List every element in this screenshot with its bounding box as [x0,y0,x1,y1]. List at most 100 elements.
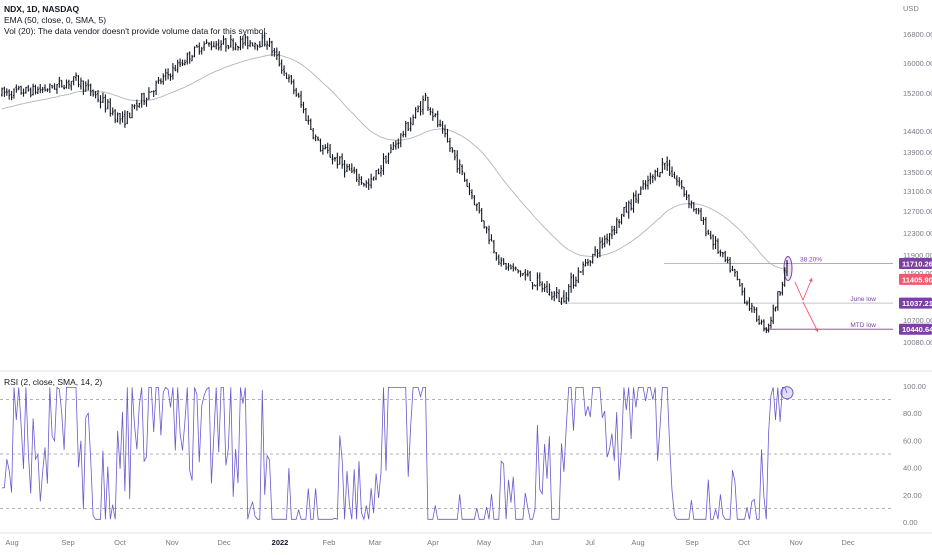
ohlc-bar [389,144,392,154]
time-tick: Sep [685,538,698,547]
ohlc-bar [702,216,705,225]
time-tick: Nov [165,538,179,547]
ohlc-bar [500,257,503,267]
ohlc-bar [760,319,763,325]
vol-legend[interactable]: Vol (20): The data vendor doesn't provid… [4,26,268,37]
ohlc-bar [707,229,710,235]
rsi-tick: 0.00 [903,518,918,527]
ohlc-bar [558,289,561,303]
rsi-tick: 20.00 [903,491,922,500]
ohlc-bar [726,256,729,264]
rsi-highlight-circle [780,386,794,400]
ohlc-bar [22,88,25,97]
ema-legend[interactable]: EMA (50, close, 0, SMA, 5) [4,15,106,26]
price-tick: 12700.00 [903,207,932,216]
price-tick: 13100.00 [903,187,932,196]
price-tag: 10440.64 [899,323,932,335]
symbol-legend[interactable]: NDX, 1D, NASDAQ [4,4,79,15]
ohlc-bar [596,249,599,259]
ohlc-bar [475,203,478,211]
ohlc-bar [755,307,758,322]
ohlc-bar [574,276,577,287]
ohlc-bar [15,84,18,93]
ohlc-bar [741,283,744,296]
time-tick: Nov [789,538,803,547]
ohlc-bar [680,179,683,190]
ohlc-bar [625,201,628,213]
ohlc-bar [387,152,390,165]
ohlc-bar [183,59,186,66]
ohlc-bar [632,192,635,213]
price-tag-label: 11710.26 [902,260,932,269]
ohlc-bar [46,88,49,92]
ohlc-bar [753,306,756,314]
time-tick: Aug [631,538,644,547]
ohlc-bar [468,182,471,196]
ohlc-bar [186,52,189,65]
ohlc-bar [283,65,286,76]
ema-50-line [1,54,788,270]
ohlc-bar [239,35,242,51]
ohlc-bar [526,270,529,277]
ohlc-bar [488,225,491,245]
rsi-line: RSI (2, close, SMA, 14, 2) [4,377,103,387]
ohlc-bar [748,297,751,311]
ohlc-bar [345,163,348,173]
ohlc-bar [683,186,686,197]
ohlc-bar [736,270,739,281]
ohlc-bar [27,85,30,92]
ohlc-bar [321,144,324,155]
ohlc-bar [319,138,322,152]
ohlc-bar [772,304,775,324]
ohlc-bar [229,34,232,48]
ohlc-bar [695,208,698,215]
ohlc-bar [637,193,640,204]
ohlc-bar [270,40,273,57]
time-tick: 2022 [272,538,289,547]
ohlc-bar [721,251,724,258]
ohlc-bar [543,283,546,293]
price-tick: 13500.00 [903,168,932,177]
ohlc-bar [249,40,252,48]
ohlc-bar [159,78,162,85]
ohlc-bar [1,87,3,97]
ohlc-bar [171,63,174,80]
ohlc-bar [649,172,652,185]
ohlc-bar [553,291,556,302]
ohlc-bar [448,137,451,152]
ohlc-bar [109,98,112,117]
ohlc-bar [453,149,456,161]
price-levels: 38.20% June low MTD low [560,256,893,330]
ohlc-bar [207,42,210,47]
ohlc-bar [700,207,703,221]
ohlc-bar [60,79,63,88]
june-low-line-label: June low [850,296,876,303]
ema-layer [1,54,788,270]
rsi-legend[interactable]: RSI (2, close, SMA, 14, 2) [4,377,102,388]
ohlc-bar [613,225,616,236]
ohlc-bar [119,112,122,125]
ohlc-bar [147,87,150,100]
ohlc-bar [300,90,303,108]
ohlc-bar [126,110,129,125]
rsi-tick: 60.00 [903,436,922,445]
ohlc-bar [675,175,678,186]
mtd-low-line-label: MTD low [850,322,876,329]
ohlc-bar [191,54,194,62]
ohlc-bar [297,92,300,98]
ohlc-bar [278,51,281,67]
price-tag: 11037.21 [899,297,932,309]
ohlc-bar [663,162,666,170]
price-tick: 11500.00 [903,269,932,278]
ohlc-bar [232,38,235,51]
ohlc-bar [550,291,553,300]
ohlc-bar [193,46,196,58]
ohlc-bar [36,86,39,95]
ohlc-bar [724,250,727,263]
ohlc-bar [89,83,92,97]
ohlc-bar [258,41,261,48]
ohlc-bar [470,189,473,200]
ohlc-bar [164,68,167,81]
ohlc-bar [367,178,370,190]
